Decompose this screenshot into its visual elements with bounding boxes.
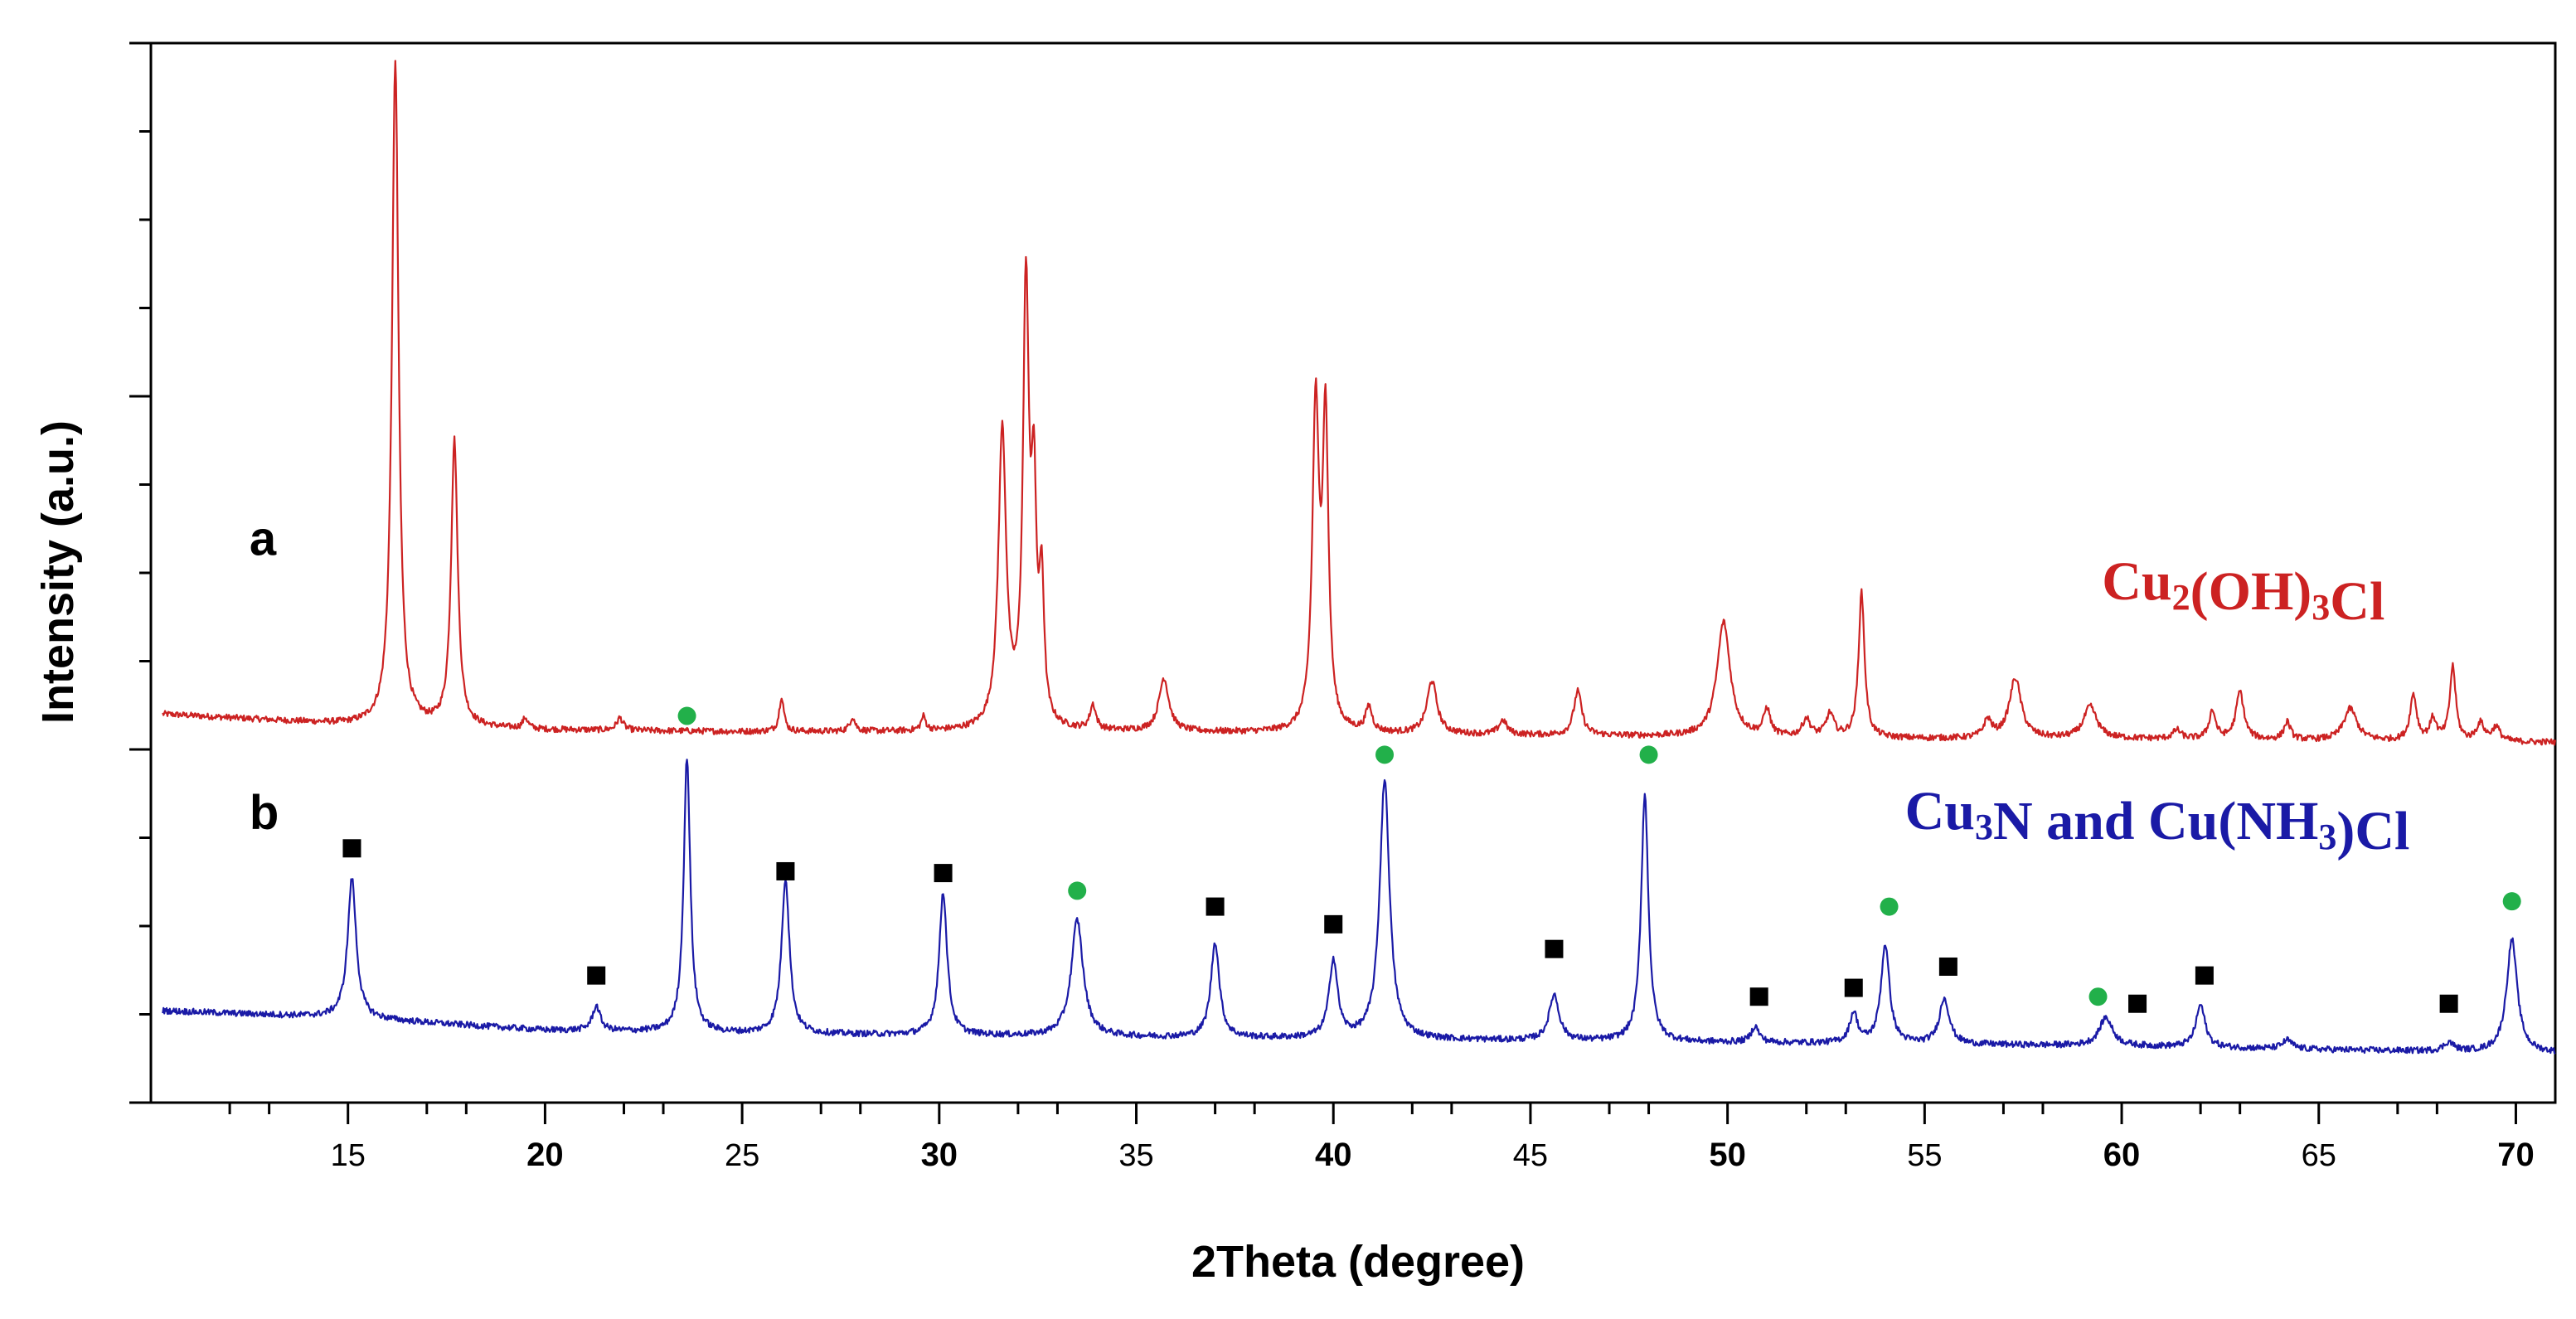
panel-letter: a — [250, 512, 277, 566]
marker-layer — [342, 706, 2521, 1013]
x-axis-ticks: 15 20 25 30 35 40 45 50 55 60 65 70 — [228, 1103, 2535, 1173]
x-tick-label: 20 — [526, 1137, 564, 1173]
series-layer — [162, 60, 2557, 1055]
phase-marker-circle — [2088, 987, 2108, 1006]
label-layer: Cu2(OH)3Cl Cu3N and Cu(NH3)Cl a b — [250, 512, 2410, 861]
x-tick-label: 15 — [331, 1138, 366, 1173]
y-axis-ticks — [129, 41, 151, 1104]
series-a — [162, 60, 2557, 746]
phase-marker-square — [1545, 939, 1564, 958]
x-tick-label: 25 — [725, 1138, 759, 1173]
x-tick-label: 55 — [1907, 1138, 1942, 1173]
series-label: Cu3N and Cu(NH3)Cl — [1905, 781, 2410, 861]
phase-marker-circle — [1375, 745, 1395, 764]
phase-marker-circle — [1639, 745, 1658, 764]
phase-marker-square — [934, 864, 953, 883]
phase-marker-circle — [1068, 881, 1087, 900]
x-axis-title: 2Theta (degree) — [1191, 1237, 1525, 1287]
phase-marker-square — [2439, 994, 2458, 1013]
phase-marker-square — [1749, 987, 1768, 1006]
x-tick-label: 60 — [2103, 1137, 2141, 1173]
phase-marker-circle — [677, 706, 696, 725]
phase-marker-square — [1938, 957, 1957, 976]
phase-marker-square — [776, 861, 795, 880]
phase-marker-circle — [1880, 897, 1899, 916]
series-b — [162, 759, 2556, 1055]
y-axis-title: Intensity (a.u.) — [33, 420, 83, 724]
phase-marker-square — [2128, 994, 2147, 1013]
series-label: Cu2(OH)3Cl — [2102, 551, 2384, 632]
phase-marker-square — [342, 839, 361, 858]
series-line — [162, 60, 2557, 746]
x-tick-label: 35 — [1118, 1138, 1153, 1173]
x-tick-label: 45 — [1513, 1138, 1548, 1173]
phase-marker-square — [1206, 897, 1225, 916]
x-tick-label: 70 — [2497, 1137, 2535, 1173]
phase-marker-square — [1324, 914, 1343, 933]
phase-marker-square — [2195, 966, 2214, 985]
series-line — [162, 759, 2556, 1055]
phase-marker-circle — [2502, 892, 2521, 911]
panel-letter: b — [250, 786, 279, 840]
x-tick-label: 50 — [1709, 1137, 1746, 1173]
x-tick-label: 65 — [2302, 1138, 2336, 1173]
x-tick-label: 40 — [1315, 1137, 1352, 1173]
phase-marker-square — [587, 966, 606, 985]
x-tick-label: 30 — [921, 1137, 958, 1173]
phase-marker-square — [1844, 978, 1863, 997]
